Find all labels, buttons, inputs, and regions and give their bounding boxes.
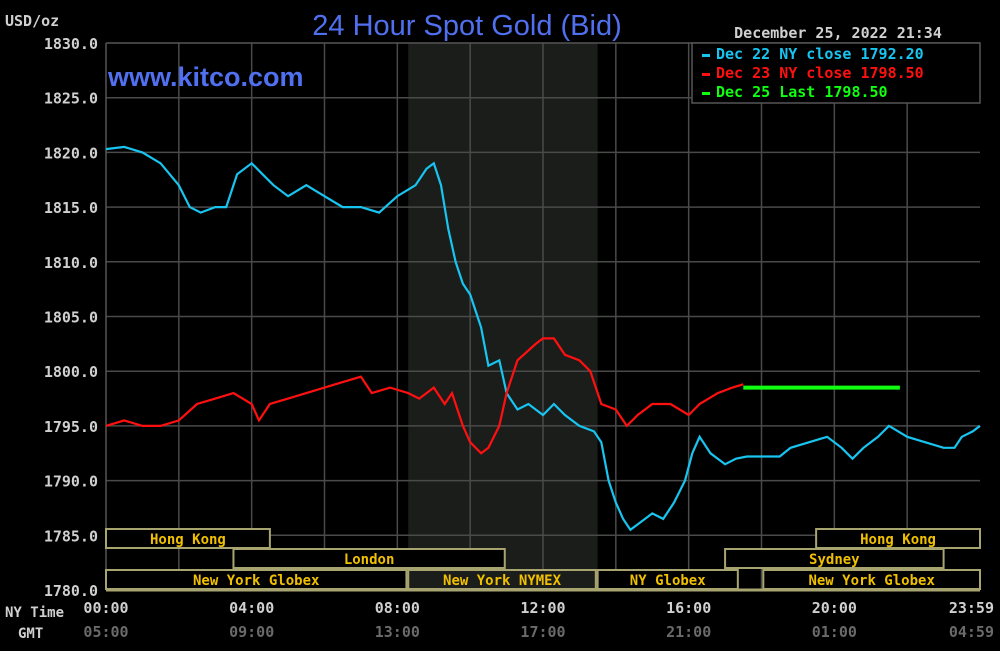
legend-entry: Dec 25 Last 1798.50 (716, 83, 888, 101)
x-tick-gmt: 05:00 (83, 623, 128, 641)
y-tick-label: 1780.0 (44, 582, 98, 600)
y-tick-label: 1785.0 (44, 527, 98, 545)
x-tick-gmt: 01:00 (812, 623, 857, 641)
session-label: New York Globex (808, 573, 935, 589)
y-tick-label: 1810.0 (44, 254, 98, 272)
series-lines (105, 145, 981, 532)
session-box (724, 548, 945, 569)
x-tick-ny: 08:00 (375, 599, 420, 617)
x-tick-ny: 12:00 (520, 599, 565, 617)
x-tick-gmt: 04:59 (949, 623, 994, 641)
gmt-label: GMT (18, 626, 43, 642)
session-label: Hong Kong (860, 532, 936, 548)
x-tick-ny: 20:00 (812, 599, 857, 617)
x-tick-ny: 00:00 (83, 599, 128, 617)
legend-swatch (702, 54, 710, 57)
x-tick-gmt: 21:00 (666, 623, 711, 641)
session-box (105, 528, 271, 549)
session-label: Hong Kong (150, 532, 226, 548)
legend-box (691, 42, 981, 104)
grid-lines (105, 42, 980, 590)
legend-swatch (702, 73, 710, 76)
x-tick-gmt: 09:00 (229, 623, 274, 641)
session-label: New York NYMEX (443, 573, 562, 589)
session-label: NY Globex (630, 573, 706, 589)
series-line-0 (105, 145, 981, 532)
y-tick-label: 1815.0 (44, 199, 98, 217)
y-tick-label: 1805.0 (44, 309, 98, 327)
y-tick-label: 1795.0 (44, 418, 98, 436)
legend-swatch (702, 92, 710, 95)
y-axis-ticks: 1830.0 1825.0 1820.0 1815.0 1810.0 1805.0 1800… (44, 35, 98, 600)
kitco-watermark: www.kitco.com (107, 62, 304, 92)
y-tick-label: 1790.0 (44, 473, 98, 491)
session-label: New York Globex (193, 573, 320, 589)
x-axis-ticks: 00:00 05:00 04:00 09:00 08:00 13:00 12:00 17:00… (83, 599, 994, 641)
timestamp: December 25, 2022 21:34 (734, 24, 942, 42)
y-tick-label: 1820.0 (44, 144, 98, 162)
chart-title: 24 Hour Spot Gold (Bid) (312, 10, 621, 42)
market-sessions: Hong Kong Hong Kong London Sydney New York G… (105, 528, 982, 592)
y-tick-label: 1825.0 (44, 90, 98, 108)
ny-time-label: NY Time (5, 605, 64, 621)
x-tick-ny: 16:00 (666, 599, 711, 617)
x-tick-gmt: 13:00 (375, 623, 420, 641)
legend-entry: Dec 22 NY close 1792.20 (716, 45, 924, 63)
session-label: Sydney (809, 552, 860, 568)
y-tick-label: 1830.0 (44, 35, 98, 53)
y-axis-label: USD/oz (5, 12, 59, 30)
session-box (232, 548, 506, 569)
x-tick-ny: 04:00 (229, 599, 274, 617)
series-line-1 (105, 337, 744, 455)
legend-entry: Dec 23 NY close 1798.50 (716, 64, 924, 82)
y-tick-label: 1800.0 (44, 363, 98, 381)
x-tick-gmt: 17:00 (520, 623, 565, 641)
x-tick-ny: 23:59 (949, 599, 994, 617)
session-label: London (344, 552, 395, 568)
